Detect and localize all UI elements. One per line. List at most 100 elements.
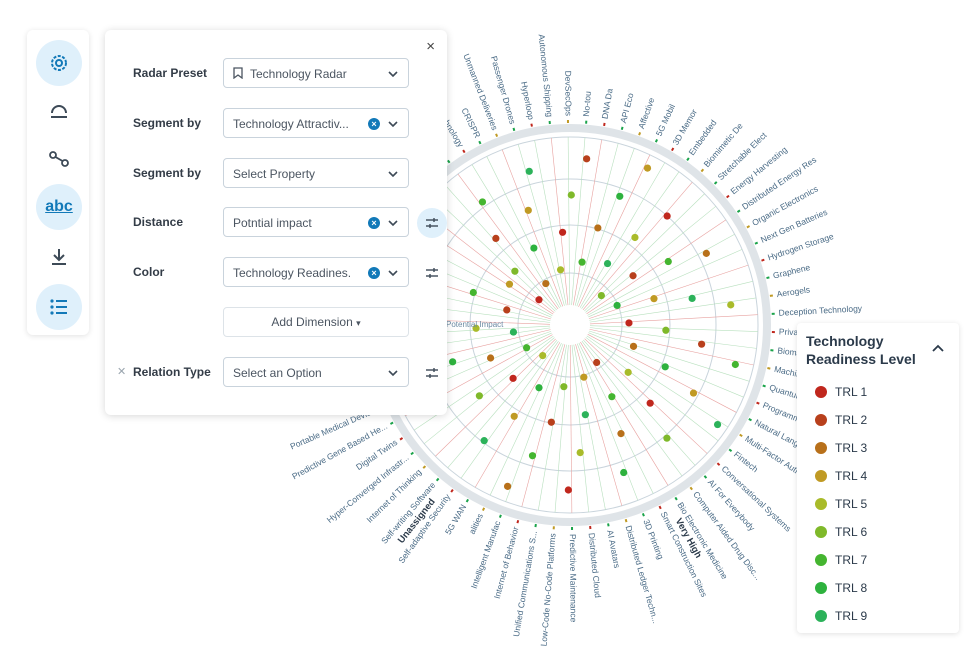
remove-relation-icon[interactable]: ✕ [117,366,127,378]
technology-label[interactable]: alities [467,512,485,536]
technology-dot[interactable] [583,155,591,163]
clear-icon[interactable]: × [368,267,380,279]
technology-dot[interactable] [525,167,533,175]
clear-icon[interactable]: × [368,118,380,130]
technology-dot[interactable] [650,295,658,303]
technology-dot[interactable] [625,319,633,327]
technology-label[interactable]: Distributed Cloud [587,532,603,598]
technology-dot[interactable] [530,244,538,252]
add-dimension-button[interactable]: Add Dimension ▾ [223,307,409,337]
technology-label[interactable]: Energy Harvesting [728,144,789,196]
technology-label[interactable]: 5G WAN [443,503,468,537]
technology-dot[interactable] [689,389,698,397]
radar-preset-select[interactable]: Technology Radar [223,58,409,88]
technology-dot[interactable] [608,393,616,401]
technology-dot[interactable] [539,352,547,360]
technology-dot[interactable] [510,412,518,420]
technology-label[interactable]: Low-Code No-Code Platforms [539,533,558,647]
relation-type-select[interactable]: Select an Option [223,357,409,387]
technology-dot[interactable] [472,324,480,332]
technology-label[interactable]: Autonomous Shipping [537,34,555,118]
technology-dot[interactable] [629,272,637,280]
technology-dot[interactable] [560,383,568,391]
technology-dot[interactable] [535,296,543,304]
technology-label[interactable]: CRISPR [459,106,482,139]
technology-dot[interactable] [643,164,652,172]
technology-dot[interactable] [731,360,739,369]
technology-dot[interactable] [578,258,586,266]
relation-settings-button[interactable] [417,358,447,388]
technology-label[interactable]: Predictive Maintenance [568,534,579,623]
technology-dot[interactable] [503,306,511,314]
technology-dot[interactable] [702,249,710,257]
technology-dot[interactable] [449,358,457,366]
technology-dot[interactable] [646,399,654,407]
technology-dot[interactable] [556,266,565,274]
technology-dot[interactable] [661,363,669,371]
distance-select[interactable]: Potntial impact × [223,207,409,237]
technology-dot[interactable] [528,452,537,460]
technology-dot[interactable] [509,374,517,382]
technology-dot[interactable] [505,280,514,288]
technology-dot[interactable] [617,430,625,438]
color-settings-button[interactable] [417,258,447,288]
technology-dot[interactable] [486,354,495,362]
technology-label[interactable]: DevSecOps [563,71,573,116]
download-button[interactable] [36,234,82,280]
technology-dot[interactable] [509,328,518,336]
segment-by-select-1[interactable]: Technology Attractiv... × [223,108,409,138]
technology-dot[interactable] [475,392,483,400]
technology-label[interactable]: Affective [636,96,657,130]
close-icon[interactable]: × [426,38,435,55]
technology-label[interactable]: AI Avatars [605,529,622,569]
technology-dot[interactable] [580,373,588,381]
technology-dot[interactable] [469,288,477,297]
distance-settings-button[interactable] [417,208,447,238]
technology-label[interactable]: DNA Da [600,87,615,119]
technology-label[interactable]: Aerogels [776,284,811,299]
technology-dot[interactable] [663,434,671,442]
technology-dot[interactable] [594,224,602,232]
technology-label[interactable]: API Eco [618,92,636,125]
technology-dot[interactable] [631,233,639,242]
settings-button[interactable] [36,40,82,86]
technology-dot[interactable] [492,234,500,243]
technology-dot[interactable] [688,294,696,303]
technology-dot[interactable] [547,418,555,426]
segment-arc-button[interactable] [36,88,82,134]
technology-dot[interactable] [713,420,722,429]
relations-button[interactable] [36,136,82,182]
technology-label[interactable]: Graphene [772,262,811,281]
technology-dot[interactable] [511,267,519,275]
technology-label[interactable]: No-tou [581,91,593,118]
clear-icon[interactable]: × [368,217,380,229]
technology-dot[interactable] [620,468,628,477]
color-select[interactable]: Technology Readines... × [223,257,409,287]
technology-dot[interactable] [629,342,638,350]
technology-dot[interactable] [567,191,575,199]
technology-dot[interactable] [581,411,589,419]
technology-dot[interactable] [558,228,567,236]
technology-dot[interactable] [593,358,601,367]
segment-by-select-2[interactable]: Select Property [223,158,409,188]
technology-label[interactable]: 3D Printing [641,518,666,561]
technology-label[interactable]: Fintech [732,449,760,474]
technology-dot[interactable] [564,486,572,494]
technology-dot[interactable] [597,291,605,300]
technology-dot[interactable] [503,482,512,490]
chevron-up-icon[interactable] [931,343,945,353]
technology-dot[interactable] [603,259,612,268]
technology-label[interactable]: Hyperloop [519,81,536,121]
technology-dot[interactable] [662,326,670,334]
technology-dot[interactable] [480,437,488,445]
technology-dot[interactable] [663,212,671,220]
technology-dot[interactable] [727,301,735,309]
technology-dot[interactable] [523,344,531,352]
technology-label[interactable]: 5G Mobil [654,102,678,137]
technology-label[interactable]: Deception Technology [778,303,863,318]
technology-dot[interactable] [542,279,550,288]
technology-dot[interactable] [613,301,621,310]
technology-dot[interactable] [624,368,632,376]
technology-dot[interactable] [698,340,706,348]
labels-button[interactable]: abc [36,184,82,230]
